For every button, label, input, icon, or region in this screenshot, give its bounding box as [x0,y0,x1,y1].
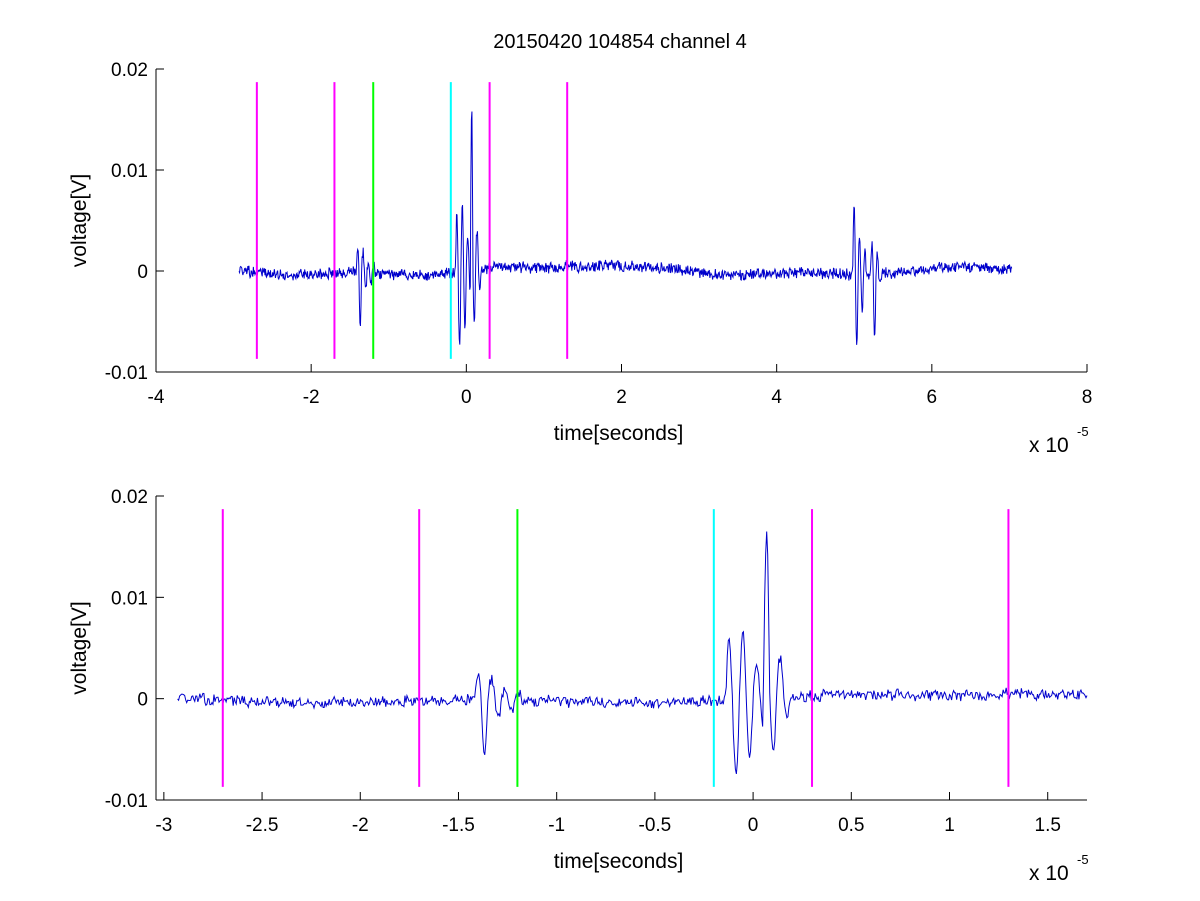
x-axis-multiplier: x 10 [1029,434,1069,457]
x-tick-label: 4 [771,387,782,408]
x-tick-label: 2 [616,387,627,408]
y-tick-label: 0.01 [111,161,148,182]
x-tick-label: -3 [155,815,172,836]
x-axis-label: time[seconds] [554,850,684,873]
y-axis-label: voltage[V] [68,174,91,267]
y-tick-label: -0.01 [105,363,148,384]
y-tick-label: 0 [137,262,148,283]
y-tick-label: -0.01 [105,791,148,812]
x-axis-label: time[seconds] [554,422,684,445]
x-tick-label: -4 [148,387,165,408]
x-tick-label: 1.5 [1035,815,1061,836]
x-tick-label: 0 [748,815,759,836]
x-tick-label: -1 [548,815,565,836]
bottom-subplot: -3 -2.5 -2 -1.5 -1 -0.5 0 0.5 1 1.5 -0.01 0 0.01 0.02… [68,487,1089,885]
x-tick-label: 1 [944,815,955,836]
x-tick-label: -2 [303,387,320,408]
x-tick-label: 0 [461,387,472,408]
y-tick-label: 0.02 [111,60,148,81]
x-tick-label: 6 [927,387,938,408]
voltage-trace [238,111,1013,345]
voltage-trace [177,531,1088,775]
x-tick-label: -0.5 [639,815,672,836]
y-tick-label: 0 [137,690,148,711]
x-tick-label: -2.5 [246,815,279,836]
x-axis-exponent: -5 [1077,424,1089,439]
x-tick-label: 8 [1082,387,1093,408]
y-axis-label: voltage[V] [68,601,91,694]
x-axis-multiplier: x 10 [1029,862,1069,885]
y-tick-label: 0.01 [111,588,148,609]
top-subplot: -4 -2 0 2 4 6 8 -0.01 0 0.01 0.02 time[seconds] volt… [68,60,1092,457]
x-tick-label: -2 [352,815,369,836]
x-axis-exponent: -5 [1077,852,1089,867]
x-tick-label: 0.5 [838,815,864,836]
x-tick-label: -1.5 [442,815,475,836]
y-tick-label: 0.02 [111,487,148,508]
figure-title: 20150420 104854 channel 4 [493,31,747,53]
